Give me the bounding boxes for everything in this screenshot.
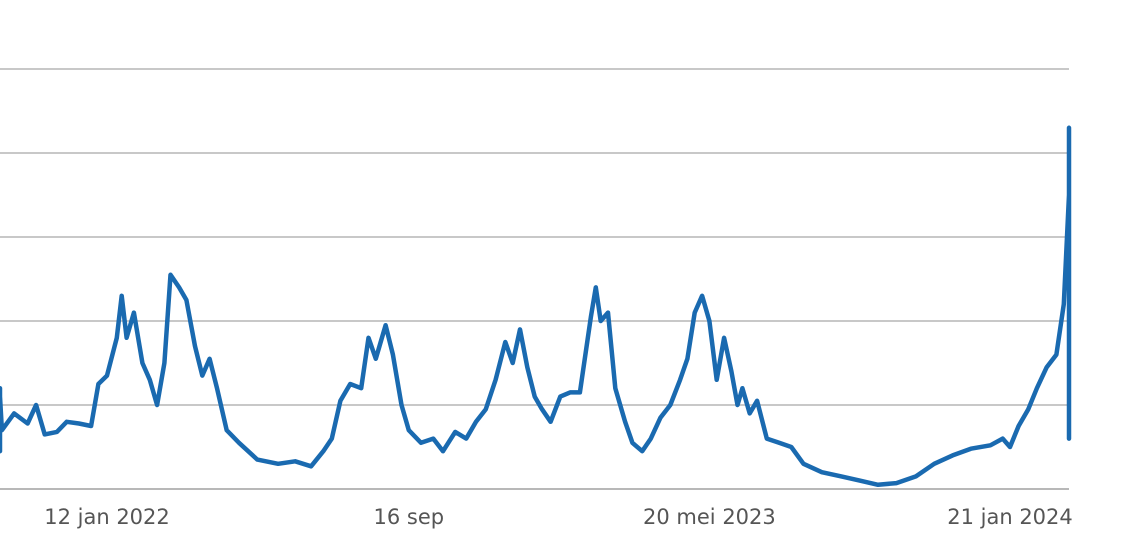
x-tick-label: 20 mei 2023 (643, 505, 776, 529)
x-tick-label: 12 jan 2022 (44, 505, 170, 529)
y-gridlines (0, 68, 1069, 490)
x-tick-label: 21 jan 2024 (947, 505, 1073, 529)
x-tick-label: 16 sep (374, 505, 445, 529)
series-line (0, 125, 1072, 488)
x-axis-tick-labels: 12 jan 2022 16 sep 20 mei 2023 21 jan 2024 (44, 505, 1073, 529)
